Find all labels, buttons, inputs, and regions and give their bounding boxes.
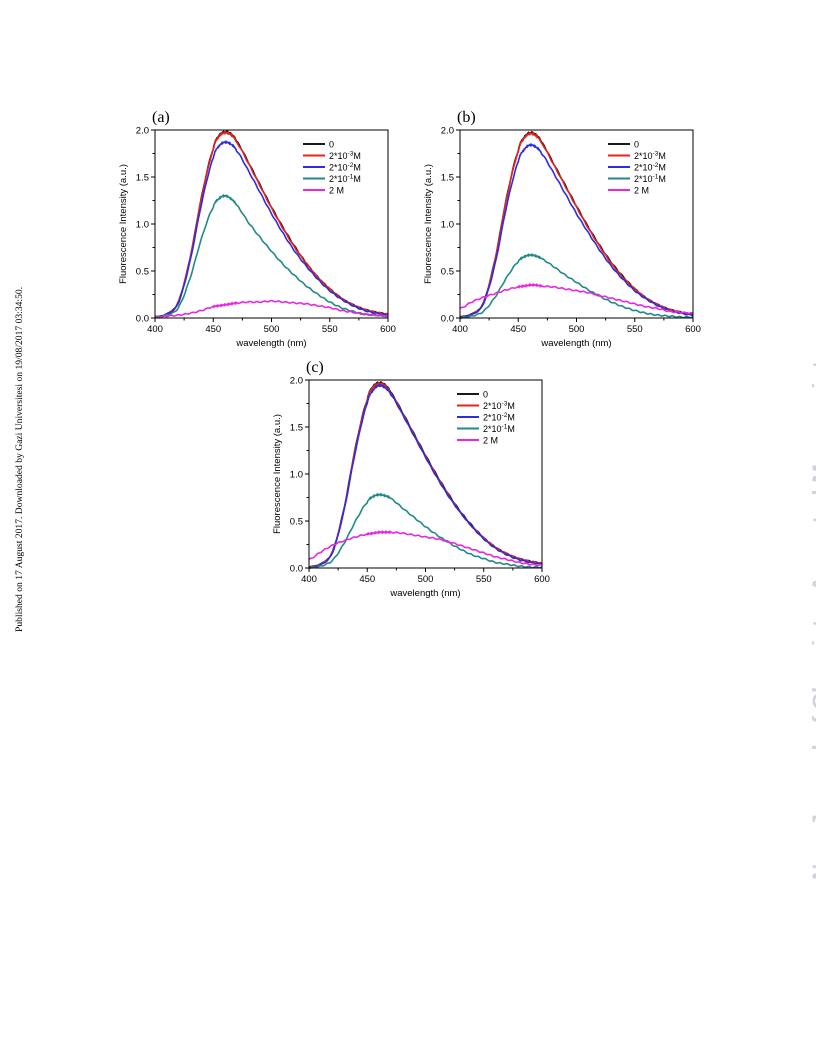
chart-panel-c: (c) 400 450 500 550 600 0.0 0.5 1.0 1.5 2.0 wavelen… [264, 350, 554, 610]
x-tick-label-c-3: 550 [476, 574, 492, 585]
y-tick-label-c-2: 1.0 [290, 470, 303, 481]
y-tick-label-b-3: 1.5 [441, 173, 454, 184]
chart-panel-a: (a) 400 450 500 550 600 0.0 0.5 1.0 1.5 2.0 wavelen… [110, 100, 400, 360]
x-tick-label-a-3: 550 [322, 324, 338, 335]
y-tick-label-a-2: 1.0 [136, 220, 149, 231]
panel-label-b: (b) [457, 109, 476, 126]
y-tick-label-b-0: 0.0 [441, 314, 454, 325]
legend-c: 02*10-3M2*10-2M2*10-1M2 M [457, 390, 515, 446]
chart-panel-b: (b) 400 450 500 550 600 0.0 0.5 1.0 1.5 2.0 wavelen… [415, 100, 705, 360]
legend-label-b-4: 2 M [634, 186, 649, 196]
x-tick-label-b-3: 550 [627, 324, 643, 335]
y-axis-title-c: Fluorescence Intensity (a.u.) [272, 414, 283, 534]
series-line-a-3 [154, 193, 389, 319]
legend-a: 02*10-3M2*10-2M2*10-1M2 M [303, 140, 361, 196]
series-line-b-1 [459, 131, 694, 318]
y-tick-label-c-4: 2.0 [290, 376, 303, 387]
x-axis-title-a: wavelength (nm) [235, 338, 306, 349]
legend-label-a-4: 2 M [329, 186, 344, 196]
journal-watermark: New Journal of Chemistry Accepted Manusc… [808, 360, 816, 880]
series-group-a [154, 129, 389, 319]
x-tick-label-c-1: 450 [359, 574, 375, 585]
y-tick-label-a-3: 1.5 [136, 173, 149, 184]
series-line-a-1 [154, 130, 389, 318]
x-axis-title-b: wavelength (nm) [540, 338, 611, 349]
series-group-b [459, 130, 694, 320]
x-tick-label-c-2: 500 [418, 574, 434, 585]
y-tick-label-a-1: 0.5 [136, 267, 149, 278]
publication-note: Published on 17 August 2017. Downloaded … [14, 286, 25, 632]
y-axis-title-a: Fluorescence Intensity (a.u.) [118, 164, 129, 284]
panel-label-a: (a) [152, 109, 170, 126]
x-tick-label-c-4: 600 [534, 574, 550, 585]
y-tick-label-a-4: 2.0 [136, 126, 149, 137]
series-line-a-2 [154, 139, 389, 319]
y-tick-label-c-0: 0.0 [290, 564, 303, 575]
x-tick-label-a-1: 450 [205, 324, 221, 335]
chart-svg-c: (c) 400 450 500 550 600 0.0 0.5 1.0 1.5 2.0 wavelen… [272, 359, 550, 599]
legend-label-c-2: 2*10-2M [483, 412, 515, 423]
legend-label-b-0: 0 [634, 140, 639, 150]
series-line-c-3 [308, 492, 543, 570]
legend-label-a-2: 2*10-2M [329, 162, 361, 173]
chart-svg-b: (b) 400 450 500 550 600 0.0 0.5 1.0 1.5 2.0 wavelen… [423, 109, 701, 349]
series-line-b-4 [459, 282, 694, 315]
x-tick-label-a-2: 500 [264, 324, 280, 335]
legend-label-c-3: 2*10-1M [483, 424, 515, 435]
x-axis-title-c: wavelength (nm) [389, 588, 460, 599]
x-tick-label-a-0: 400 [147, 324, 163, 335]
x-tick-label-b-2: 500 [569, 324, 585, 335]
series-line-b-2 [459, 142, 694, 319]
legend-label-c-0: 0 [483, 390, 488, 400]
y-tick-label-b-1: 0.5 [441, 267, 454, 278]
legend-label-c-4: 2 M [483, 436, 498, 446]
legend-label-a-1: 2*10-3M [329, 151, 361, 162]
legend-label-b-3: 2*10-1M [634, 174, 666, 185]
y-tick-label-c-1: 0.5 [290, 517, 303, 528]
series-group-c [308, 380, 543, 570]
legend-label-b-2: 2*10-2M [634, 162, 666, 173]
x-tick-label-a-4: 600 [380, 324, 396, 335]
x-tick-label-b-1: 450 [510, 324, 526, 335]
chart-svg-a: (a) 400 450 500 550 600 0.0 0.5 1.0 1.5 2.0 wavelen… [118, 109, 396, 349]
y-axis-title-b: Fluorescence Intensity (a.u.) [423, 164, 434, 284]
legend-label-a-3: 2*10-1M [329, 174, 361, 185]
y-tick-label-c-3: 1.5 [290, 423, 303, 434]
series-line-b-3 [459, 252, 694, 320]
series-line-c-2 [308, 383, 543, 569]
legend-label-b-1: 2*10-3M [634, 151, 666, 162]
series-line-c-4 [308, 530, 543, 567]
y-tick-label-b-4: 2.0 [441, 126, 454, 137]
legend-b: 02*10-3M2*10-2M2*10-1M2 M [608, 140, 666, 196]
x-tick-label-b-4: 600 [685, 324, 701, 335]
y-tick-label-a-0: 0.0 [136, 314, 149, 325]
y-tick-label-b-2: 1.0 [441, 220, 454, 231]
panel-label-c: (c) [306, 359, 324, 376]
x-tick-label-c-0: 400 [301, 574, 317, 585]
series-line-a-4 [154, 299, 389, 319]
x-tick-label-b-0: 400 [452, 324, 468, 335]
legend-label-a-0: 0 [329, 140, 334, 150]
legend-label-c-1: 2*10-3M [483, 401, 515, 412]
